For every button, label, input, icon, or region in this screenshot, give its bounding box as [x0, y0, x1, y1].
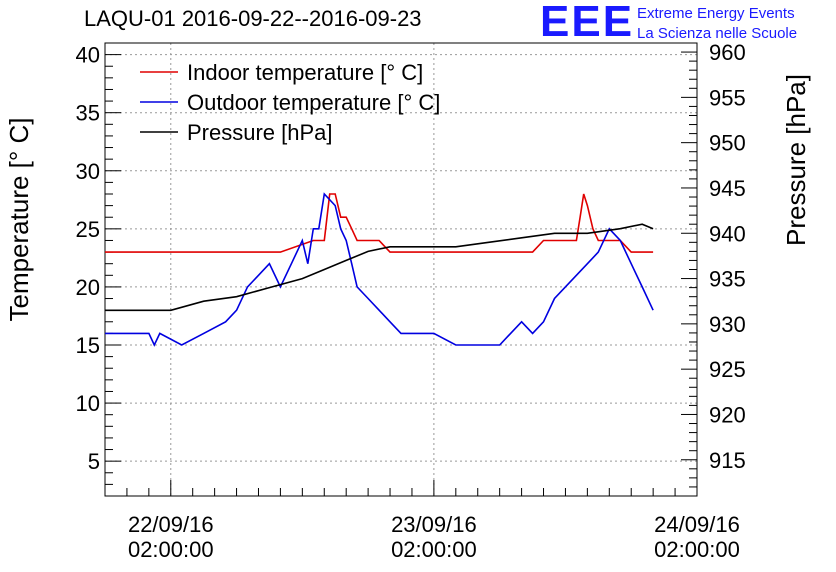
right-tick-label: 945: [709, 176, 746, 201]
right-tick-label: 960: [709, 40, 746, 65]
x-tick-label-date: 22/09/16: [128, 512, 214, 537]
left-tick-label: 40: [76, 43, 100, 68]
left-tick-label: 5: [88, 449, 100, 474]
legend-label-0: Indoor temperature [° C]: [187, 60, 423, 85]
x-tick-label-time: 02:00:00: [391, 537, 477, 562]
series-line-0: [105, 193, 654, 253]
x-tick-label-date: 24/09/16: [654, 512, 740, 537]
legend-label-1: Outdoor temperature [° C]: [187, 90, 440, 115]
left-tick-label: 35: [76, 101, 100, 126]
legend-label-2: Pressure [hPa]: [187, 120, 333, 145]
right-tick-label: 955: [709, 85, 746, 110]
right-tick-label: 920: [709, 402, 746, 427]
logo-line-1: Extreme Energy Events: [637, 5, 795, 22]
eee-logo-icon: EEE: [540, 0, 635, 46]
series-line-1: [105, 192, 654, 347]
y-axis-title: Temperature [° C]: [4, 117, 34, 321]
x-tick-label-time: 02:00:00: [654, 537, 740, 562]
chart-title: LAQU-01 2016-09-22--2016-09-23: [84, 6, 422, 31]
logo-line-2: La Scienza nelle Scuole: [637, 25, 798, 42]
left-tick-label: 25: [76, 217, 100, 242]
right-tick-label: 950: [709, 131, 746, 156]
right-tick-label: 940: [709, 221, 746, 246]
x-tick-label-date: 23/09/16: [391, 512, 477, 537]
right-tick-label: 915: [709, 448, 746, 473]
left-tick-label: 30: [76, 159, 100, 184]
series-line-2: [105, 223, 654, 312]
x-tick-label-time: 02:00:00: [128, 537, 214, 562]
right-tick-label: 935: [709, 267, 746, 292]
left-tick-label: 15: [76, 333, 100, 358]
right-tick-label: 925: [709, 357, 746, 382]
left-tick-label: 20: [76, 275, 100, 300]
left-tick-label: 10: [76, 391, 100, 416]
y2-axis-title: Pressure [hPa]: [781, 74, 811, 246]
right-tick-label: 930: [709, 312, 746, 337]
